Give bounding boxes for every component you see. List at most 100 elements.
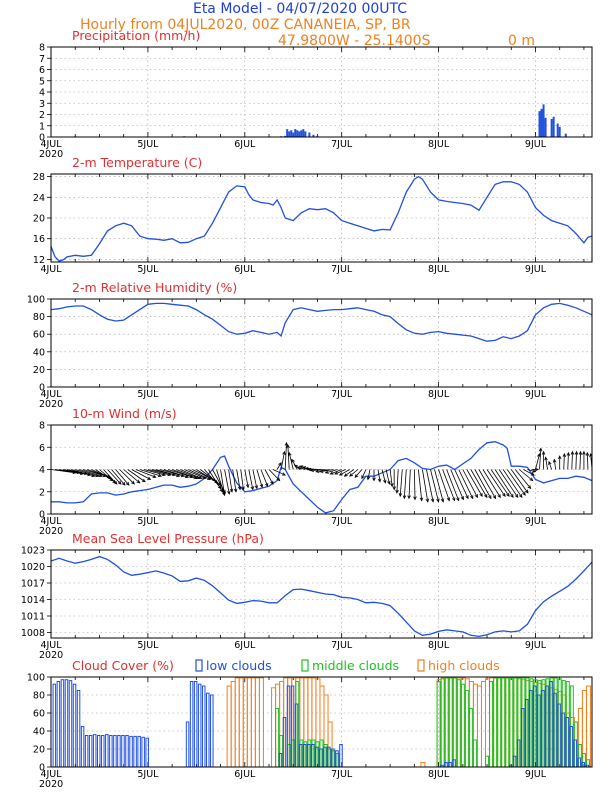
wind-arrow — [320, 469, 334, 473]
cloud-bar-low — [121, 735, 125, 767]
cloud-bar-low — [549, 681, 553, 767]
wind-arrow-head — [136, 479, 141, 484]
wind-arrow-head — [233, 488, 238, 493]
x-tick-label: 6JUL — [234, 389, 256, 400]
cloud-bar-mid — [275, 708, 280, 767]
wind-arrow-head — [502, 492, 506, 497]
cloud-bar-low — [577, 757, 581, 767]
wind-arrow-head — [281, 472, 286, 476]
cloud-bar-low — [113, 735, 117, 767]
cloud-bar-mid — [497, 677, 502, 767]
wind-arrow-head — [113, 480, 118, 485]
panel-title: 2-m Temperature (C) — [72, 155, 202, 170]
wind-arrow — [176, 469, 200, 479]
wind-arrow — [482, 469, 501, 498]
y-tick-label: 0 — [39, 133, 45, 144]
x-year-label: 2020 — [39, 526, 63, 537]
wind-arrow — [107, 469, 122, 485]
wind-arrow — [59, 469, 84, 475]
plot-frame — [50, 676, 593, 768]
x-year-label: 2020 — [39, 650, 63, 661]
x-tick-label: 5JUL — [137, 389, 159, 400]
wind-arrow-head — [514, 494, 519, 499]
wind-arrow — [523, 469, 535, 476]
cloud-bar-low — [573, 739, 577, 767]
wind-arrow-head — [484, 494, 488, 499]
wind-arrow — [99, 469, 116, 484]
precip-bar — [308, 132, 311, 137]
x-tick-label: 5JUL — [137, 640, 159, 651]
y-tick-label: 7 — [39, 54, 45, 65]
precip-bar — [542, 104, 545, 137]
x-tick-label: 6JUL — [234, 769, 256, 780]
cloud-bar-low — [117, 735, 121, 767]
wind-arrow-head — [538, 447, 543, 452]
wind-line — [51, 441, 592, 514]
wind-arrow-head — [578, 450, 583, 455]
wind-arrow — [147, 469, 171, 476]
y-tick-label: 24 — [33, 193, 45, 204]
x-tick-label: 9JUL — [525, 640, 547, 651]
wind-arrow-head — [319, 469, 324, 473]
wind-arrow — [462, 469, 478, 498]
cloud-bar-low — [60, 679, 65, 767]
wind-arrow-head — [585, 451, 590, 456]
cloud-bar-low — [52, 683, 57, 767]
wind-arrow — [403, 469, 407, 499]
panel-rh: 2-m Relative Humidity (%) 0 20 40 60 80 100 4JU… — [27, 280, 593, 410]
cloud-bar-mid — [517, 677, 522, 767]
wind-arrow-head — [398, 493, 403, 498]
cloud-bar-low — [197, 683, 202, 767]
precip-bar — [556, 123, 559, 137]
y-tick-label: 20 — [33, 365, 45, 376]
cloud-bar-mid — [513, 677, 518, 767]
cloud-bar-mid — [448, 677, 453, 767]
wind-arrow — [579, 451, 581, 470]
wind-arrow-head — [222, 491, 226, 497]
wind-arrow-head — [338, 472, 343, 476]
cloud-bar-low — [553, 692, 557, 767]
wind-arrow-head — [131, 480, 135, 485]
wind-arrow — [71, 469, 95, 477]
wind-arrow — [426, 469, 434, 502]
y-tick-label: 5 — [39, 76, 45, 87]
wind-arrow — [171, 469, 197, 479]
data-layer — [51, 441, 592, 514]
x-tick-label: 7JUL — [331, 516, 353, 527]
wind-arrow-head — [354, 474, 359, 479]
x-tick-label: 4JUL — [40, 389, 62, 400]
cloud-bar-mid — [456, 679, 461, 767]
cloud-bar-low — [56, 681, 61, 767]
wind-arrow — [494, 469, 514, 498]
legend-swatch-mid — [301, 659, 309, 672]
wind-arrow-head — [245, 484, 250, 489]
y-tick-label: 4 — [39, 88, 45, 99]
cloud-bar-low — [76, 690, 81, 767]
x-year-label: 2020 — [39, 399, 63, 410]
wind-arrow — [571, 451, 573, 470]
data-layer — [52, 677, 591, 767]
wind-arrow-head — [301, 466, 306, 470]
wind-arrow-head — [395, 489, 399, 494]
wind-arrow — [228, 469, 233, 492]
panel-wind: 10-m Wind (m/s) 0 2 4 6 8 4JUL 5JUL 6JUL 7JUL 8JUL… — [39, 406, 593, 537]
wind-arrow-head — [227, 490, 231, 495]
legend-label-mid: middle clouds — [312, 658, 399, 673]
cloud-bar-mid — [485, 755, 490, 767]
wind-arrow-head — [291, 458, 295, 463]
wind-arrow-head — [293, 464, 298, 469]
x-tick-label: 8JUL — [428, 516, 450, 527]
data-layer — [51, 175, 592, 262]
x-tick-label: 7JUL — [331, 389, 353, 400]
wind-arrow-head — [125, 481, 130, 486]
y-tick-label: 40 — [33, 347, 45, 358]
cloud-bar-low — [512, 755, 517, 767]
cloud-bar-low — [88, 735, 93, 767]
cloud-bar-low — [294, 703, 299, 767]
wind-arrow-head — [349, 473, 353, 477]
wind-arrow — [553, 459, 557, 470]
wind-arrow — [180, 469, 202, 479]
wind-arrow — [514, 469, 531, 489]
wind-arrow — [339, 469, 350, 476]
wind-arrow-head — [237, 486, 242, 491]
